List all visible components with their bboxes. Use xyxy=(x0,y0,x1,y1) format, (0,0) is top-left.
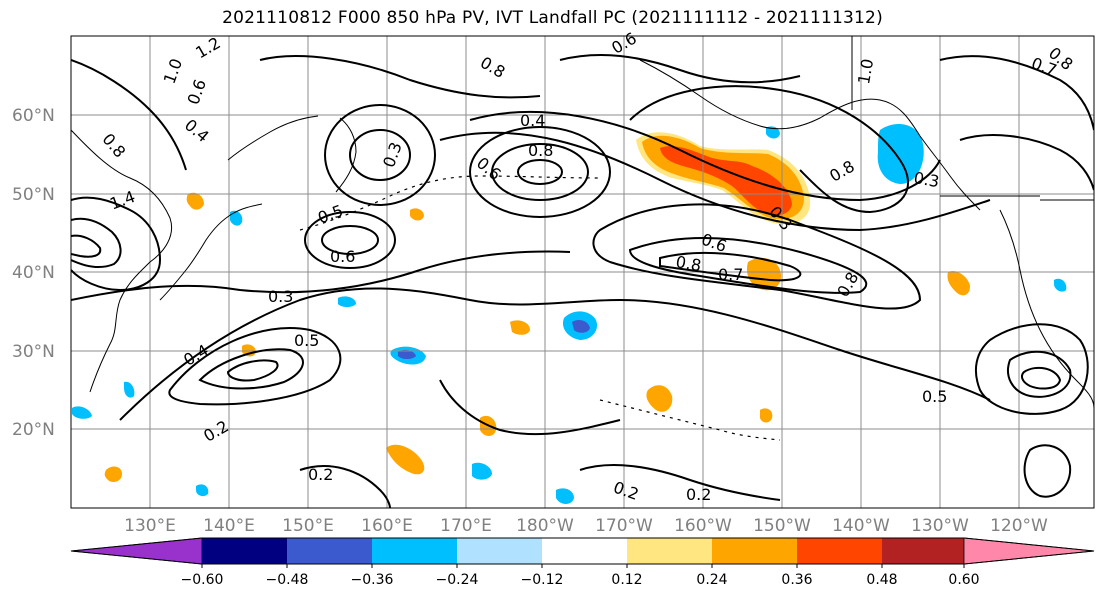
colorbar-segment xyxy=(797,538,882,564)
longitude-label: 150°E xyxy=(282,516,334,536)
colorbar-segment xyxy=(882,538,964,564)
negative-anomaly-patch xyxy=(398,349,416,359)
colorbar-tick-label: 0.48 xyxy=(866,572,897,588)
latitude-label: 60°N xyxy=(12,106,55,126)
negative-anomaly-patch xyxy=(556,488,574,504)
colorbar-tick-label: −0.24 xyxy=(436,572,479,588)
colorbar-segment xyxy=(287,538,372,564)
positive-anomaly-patch xyxy=(186,192,204,210)
longitude-label: 120°W xyxy=(990,516,1048,536)
contour-label: 0.8 xyxy=(98,130,129,162)
contour-label: 0.6 xyxy=(330,247,355,266)
colorbar-tick-label: 0.36 xyxy=(781,572,812,588)
contour-label: 0.8 xyxy=(477,53,509,82)
contour-label: 0.6 xyxy=(473,153,505,184)
contour-label: 1.4 xyxy=(107,187,137,214)
longitude-label: 140°E xyxy=(203,516,255,536)
longitude-label: 160°W xyxy=(674,516,732,536)
longitude-label: 130°E xyxy=(124,516,176,536)
negative-anomaly-patch xyxy=(338,296,356,307)
negative-anomaly-patch xyxy=(472,462,492,480)
positive-anomaly-patch xyxy=(104,466,122,482)
negative-anomaly-patch xyxy=(230,210,243,226)
colorbar-tick-label: −0.36 xyxy=(351,572,394,588)
contour-label: 0.5 xyxy=(315,201,345,228)
positive-anomaly-patch xyxy=(660,146,792,216)
colorbar-segment xyxy=(372,538,457,564)
positive-anomaly-patch xyxy=(760,408,773,423)
colorbar-segment xyxy=(457,538,542,564)
contour-label: 0.6 xyxy=(183,77,210,107)
contour-label: 0.8 xyxy=(826,156,858,185)
negative-anomaly-patch xyxy=(877,124,924,184)
longitude-labels: 130°E 140°E 150°E 160°E 170°E 180°W 170°… xyxy=(124,516,1048,536)
positive-anomaly-patch xyxy=(386,444,425,475)
colorbar-tick-label: −0.60 xyxy=(181,572,224,588)
shaded-pv-field xyxy=(72,124,1067,504)
contour-label: 0.4 xyxy=(180,340,212,369)
positive-anomaly-patch xyxy=(947,270,970,296)
negative-anomaly-patch xyxy=(572,320,590,333)
longitude-label: 160°E xyxy=(361,516,413,536)
colorbar-tick-label: −0.48 xyxy=(266,572,309,588)
colorbar-extend-min xyxy=(70,537,203,565)
colorbar-tick-label: 0.12 xyxy=(611,572,642,588)
negative-anomaly-patch xyxy=(196,484,209,497)
colorbar-tick-label: −0.12 xyxy=(521,572,564,588)
contour-label: 0.2 xyxy=(686,485,711,504)
negative-anomaly-patch xyxy=(1054,278,1067,292)
longitude-label: 170°W xyxy=(595,516,653,536)
contour-label: 1.0 xyxy=(160,56,187,86)
contour-label: 0.7 xyxy=(718,265,743,284)
contour-label: 1.2 xyxy=(192,33,224,62)
longitude-label: 170°E xyxy=(440,516,492,536)
latitude-label: 20°N xyxy=(12,420,55,440)
colorbar-tick-label: 0.60 xyxy=(948,572,979,588)
colorbar-extend-max xyxy=(963,537,1095,565)
negative-anomaly-patch xyxy=(124,381,135,398)
negative-anomaly-patch xyxy=(766,126,780,139)
map-frame xyxy=(70,35,1095,509)
map-title-text: 2021110812 F000 850 hPa PV, IVT Landfall… xyxy=(222,8,883,28)
contour-label: 0.8 xyxy=(674,252,702,275)
colorbar-segment xyxy=(712,538,797,564)
contour-label: 0.2 xyxy=(200,416,232,445)
latitude-label: 50°N xyxy=(12,185,55,205)
colorbar-segment xyxy=(627,538,712,564)
contour-labels: 1.2 1.0 0.8 0.6 0.4 0.3 0.8 0.6 0.4 0.8 … xyxy=(98,28,1076,504)
contour-label: 0.5 xyxy=(922,387,947,406)
positive-anomaly-patch xyxy=(646,385,673,412)
contour-label: 1.0 xyxy=(854,57,877,85)
contour-label: 0.5 xyxy=(294,331,319,350)
colorbar-segment xyxy=(202,538,287,564)
longitude-label: 140°W xyxy=(832,516,890,536)
map-title: 2021110812 F000 850 hPa PV, IVT Landfall… xyxy=(0,8,1105,28)
positive-anomaly-patch xyxy=(746,257,782,291)
latitude-label: 30°N xyxy=(12,342,55,362)
latitude-label: 40°N xyxy=(12,263,55,283)
contour-label: 0.2 xyxy=(308,465,333,484)
contour-label: 0.3 xyxy=(379,140,406,170)
longitude-label: 180°W xyxy=(516,516,574,536)
contour-label: 0.3 xyxy=(268,287,293,306)
contour-label: 0.3 xyxy=(912,168,940,191)
longitude-label: 150°W xyxy=(753,516,811,536)
longitude-label: 130°W xyxy=(911,516,969,536)
contour-label: 0.6 xyxy=(608,28,640,57)
positive-anomaly-patch xyxy=(410,208,424,221)
colorbar-tick-label: 0.24 xyxy=(696,572,727,588)
islands xyxy=(299,175,781,441)
contour-label: 0.8 xyxy=(528,141,553,160)
contour-label: 0.4 xyxy=(181,115,213,146)
colorbar: −0.60 −0.48 −0.36 −0.24 −0.12 0.12 0.24 … xyxy=(70,537,1095,588)
colorbar-segment xyxy=(542,538,627,564)
negative-anomaly-patch xyxy=(72,406,92,419)
pv-contours xyxy=(71,54,1094,508)
latitude-labels: 60°N 50°N 40°N 30°N 20°N xyxy=(12,106,55,440)
contour-label: 0.4 xyxy=(520,111,545,130)
contour-label: 0.2 xyxy=(611,477,641,504)
coastlines xyxy=(71,36,1094,409)
positive-anomaly-patch xyxy=(510,320,530,335)
